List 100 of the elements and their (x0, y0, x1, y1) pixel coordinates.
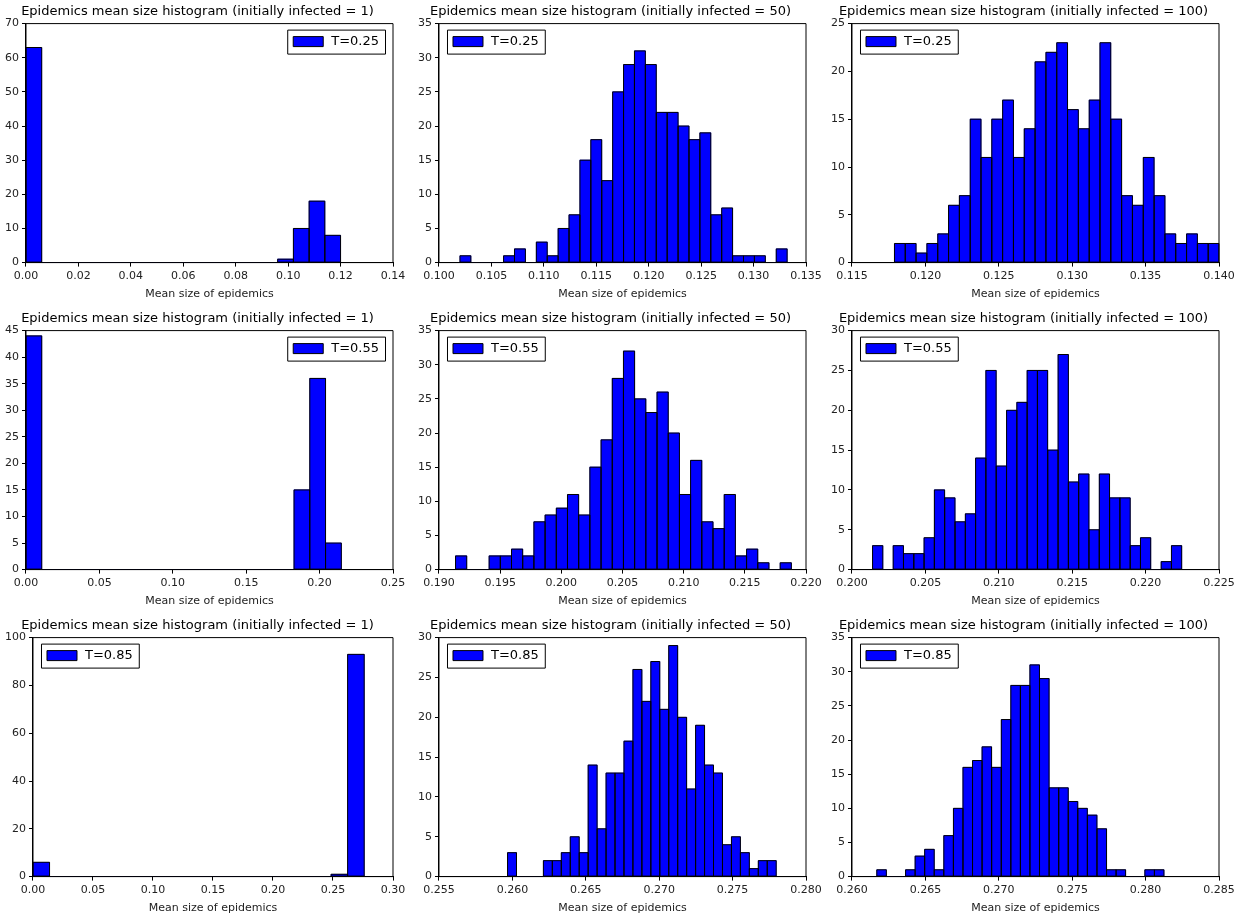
legend-label: T=0.85 (903, 646, 952, 662)
x-tick-label: 0.120 (909, 269, 942, 283)
y-tick-label: 25 (5, 429, 19, 443)
y-tick-label: 10 (418, 187, 432, 201)
x-tick-label: 0.30 (380, 883, 406, 897)
y-tick-label: 20 (418, 425, 432, 439)
y-tick-label: 60 (5, 50, 19, 64)
y-tick-label: 25 (418, 391, 432, 405)
x-tick-label: 0.115 (580, 269, 613, 283)
y-tick-label: 5 (425, 829, 432, 843)
x-tick-label: 0.20 (260, 883, 286, 897)
y-tick-label: 10 (831, 801, 845, 815)
x-tick-label: 0.260 (496, 883, 529, 897)
y-tick-label: 10 (418, 789, 432, 803)
x-tick-label: 0.205 (909, 576, 942, 590)
x-tick-label: 0.265 (909, 883, 942, 897)
chart-title: Epidemics mean size histogram (initially infected = 50) (430, 310, 791, 326)
x-axis-title: Mean size of epidemics (971, 287, 1101, 301)
x-axis-title: Mean size of epidemics (558, 901, 688, 915)
y-tick-label: 30 (831, 664, 845, 678)
x-tick-label: 0.110 (528, 269, 560, 283)
x-tick-label: 0.05 (87, 576, 112, 590)
x-tick-label: 0.140 (1203, 269, 1235, 283)
y-tick-label: 0 (12, 562, 19, 576)
y-tick-label: 20 (831, 64, 845, 78)
y-tick-label: 10 (5, 221, 19, 235)
y-tick-label: 25 (831, 16, 845, 30)
y-tick-label: 5 (838, 522, 845, 536)
x-tick-label: 0.275 (1056, 883, 1088, 897)
y-tick-label: 15 (831, 767, 845, 781)
y-tick-label: 0 (425, 255, 432, 269)
y-tick-label: 20 (831, 732, 845, 746)
x-tick-label: 0.270 (983, 883, 1015, 897)
x-tick-label: 0.125 (685, 269, 717, 283)
y-tick-label: 60 (12, 726, 26, 740)
x-tick-label: 0.08 (223, 269, 248, 283)
x-tick-label: 0.00 (20, 883, 46, 897)
x-tick-label: 0.130 (737, 269, 770, 283)
y-tick-label: 20 (5, 456, 19, 470)
x-tick-label: 0.135 (790, 269, 822, 283)
legend-label: T=0.25 (490, 32, 539, 48)
chart-title: Epidemics mean size histogram (initially infected = 100) (838, 3, 1209, 19)
x-tick-label: 0.200 (836, 576, 868, 590)
x-tick-label: 0.280 (1129, 883, 1162, 897)
y-tick-label: 25 (831, 363, 845, 377)
x-tick-label: 0.05 (80, 883, 106, 897)
x-tick-label: 0.25 (320, 883, 346, 897)
x-tick-label: 0.10 (160, 576, 186, 590)
chart-title: Epidemics mean size histogram (initially infected = 100) (838, 310, 1209, 326)
x-tick-label: 0.215 (1056, 576, 1088, 590)
y-tick-label: 35 (418, 16, 432, 30)
y-tick-label: 25 (418, 84, 432, 98)
y-tick-label: 20 (831, 403, 845, 417)
y-tick-label: 15 (418, 749, 432, 763)
x-tick-label: 0.260 (836, 883, 868, 897)
x-axis-title: Mean size of epidemics (558, 287, 688, 301)
x-tick-label: 0.210 (667, 576, 700, 590)
x-tick-label: 0.10 (140, 883, 166, 897)
x-tick-label: 0.210 (983, 576, 1015, 590)
y-tick-label: 45 (5, 323, 19, 337)
legend-label: T=0.55 (490, 339, 539, 355)
y-tick-label: 50 (5, 84, 19, 98)
y-tick-label: 30 (418, 357, 432, 371)
x-tick-label: 0.275 (716, 883, 749, 897)
y-tick-label: 5 (425, 528, 432, 542)
x-tick-label: 0.10 (275, 269, 301, 283)
x-tick-label: 0.215 (729, 576, 761, 590)
y-tick-label: 30 (418, 630, 432, 644)
y-tick-label: 5 (838, 207, 845, 221)
y-tick-label: 5 (425, 221, 432, 235)
x-tick-label: 0.100 (423, 269, 455, 283)
y-tick-label: 15 (5, 482, 19, 496)
y-tick-label: 30 (418, 50, 432, 64)
y-tick-label: 25 (418, 670, 432, 684)
x-tick-label: 0.255 (423, 883, 455, 897)
y-tick-label: 35 (5, 376, 19, 390)
y-tick-label: 15 (831, 442, 845, 456)
y-tick-label: 0 (19, 869, 26, 883)
x-tick-label: 0.14 (380, 269, 406, 283)
legend-label: T=0.55 (903, 339, 952, 355)
y-tick-label: 30 (5, 153, 19, 167)
x-axis-title: Mean size of epidemics (558, 594, 688, 608)
legend-label: T=0.25 (330, 32, 379, 48)
x-tick-label: 0.195 (484, 576, 516, 590)
y-tick-label: 70 (5, 16, 19, 30)
y-tick-label: 5 (838, 835, 845, 849)
x-tick-label: 0.225 (1203, 576, 1235, 590)
x-tick-label: 0.06 (171, 269, 196, 283)
x-axis-title: Mean size of epidemics (148, 901, 278, 915)
y-tick-label: 40 (5, 118, 19, 132)
y-tick-label: 35 (418, 323, 432, 337)
y-tick-label: 0 (425, 869, 432, 883)
x-tick-label: 0.265 (570, 883, 602, 897)
y-tick-label: 0 (838, 869, 845, 883)
y-tick-label: 5 (12, 535, 19, 549)
y-tick-label: 20 (5, 187, 19, 201)
x-tick-label: 0.130 (1056, 269, 1088, 283)
y-tick-label: 10 (5, 509, 19, 523)
y-tick-label: 0 (838, 562, 845, 576)
y-tick-label: 15 (418, 460, 432, 474)
